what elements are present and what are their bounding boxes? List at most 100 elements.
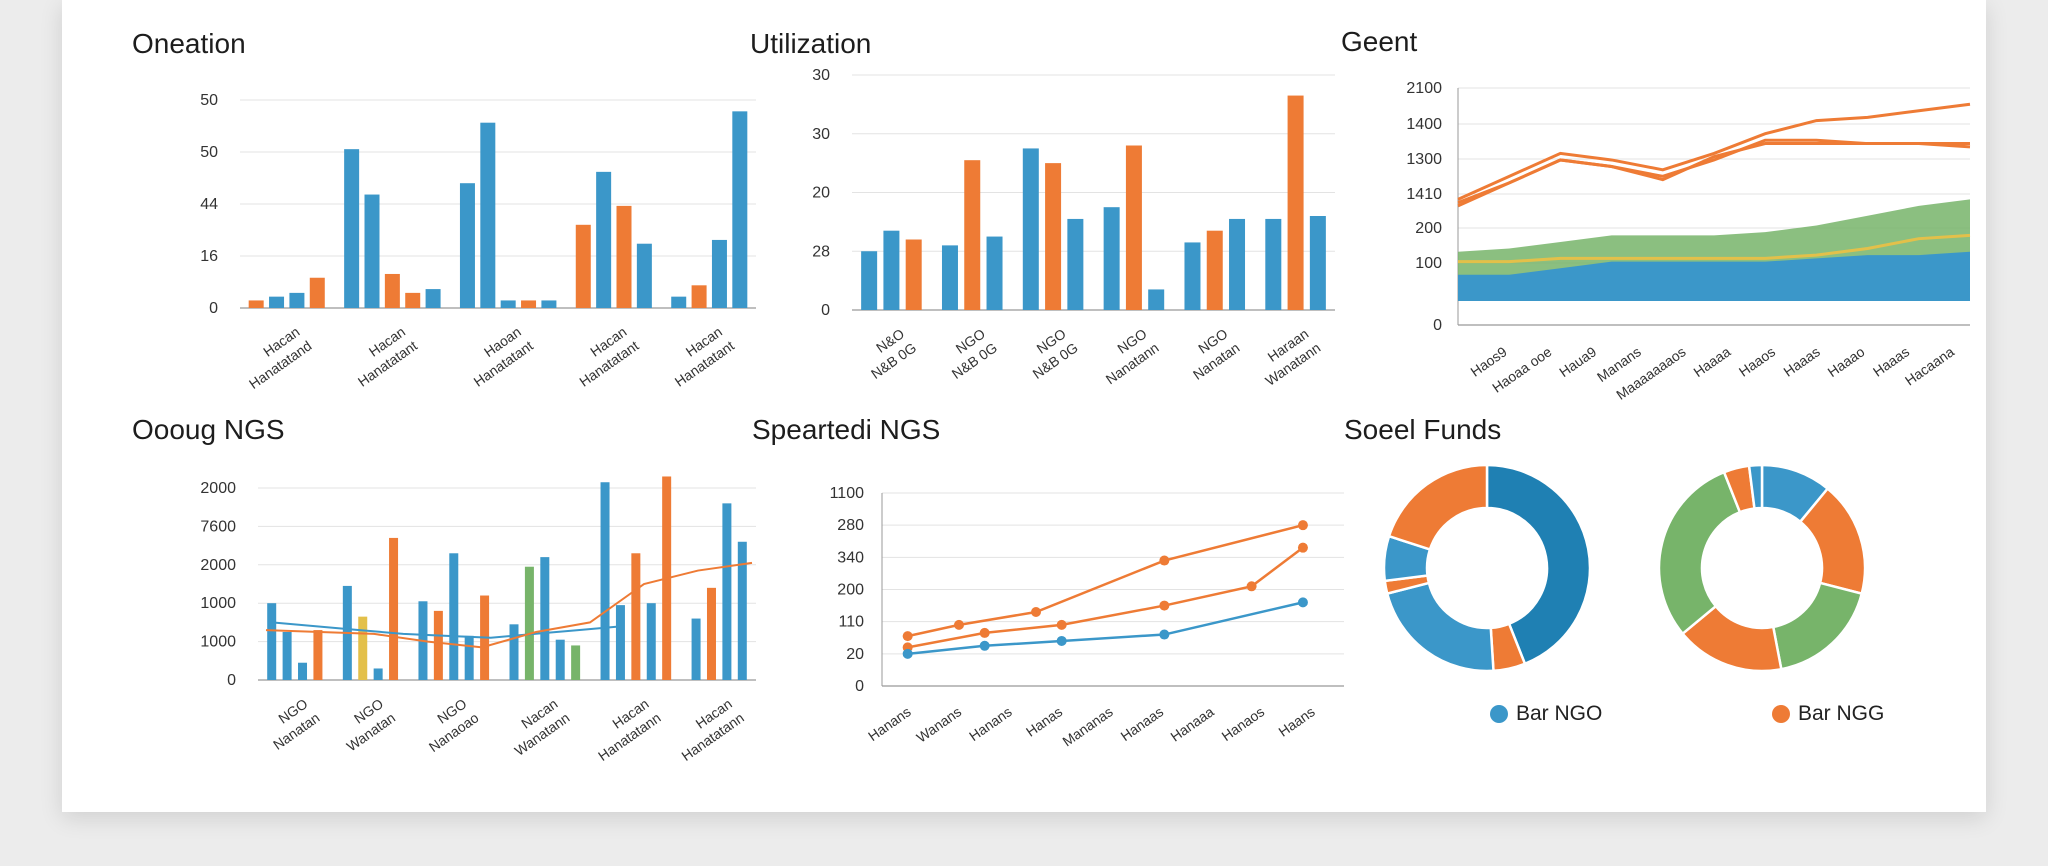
y-tick-label: 20 (846, 646, 864, 663)
bar (540, 557, 550, 680)
line-series (265, 561, 753, 649)
y-tick-label: 200 (1415, 220, 1442, 237)
bar (1148, 289, 1165, 310)
bar (615, 605, 625, 680)
data-point (1246, 581, 1257, 592)
bar (941, 245, 958, 310)
bar (861, 251, 878, 310)
bar (298, 662, 308, 680)
bar (671, 296, 687, 308)
line-series (1458, 233, 1971, 264)
bar (313, 630, 323, 680)
bar (986, 236, 1003, 310)
bar (282, 632, 292, 680)
bar (309, 277, 325, 308)
chart-title: Geent (1341, 26, 1418, 57)
y-tick-label: 2000 (200, 480, 236, 497)
y-tick-label: 1300 (1406, 151, 1442, 168)
x-tick-label: Hanas (1023, 703, 1065, 739)
bar (571, 645, 581, 680)
y-tick-label: 2100 (1406, 80, 1442, 97)
area-series (1458, 251, 1970, 301)
x-tick-label: Haans (1275, 703, 1317, 739)
line-series (907, 601, 1304, 656)
x-tick-label: Haaos (1736, 343, 1778, 379)
donut-slice (1385, 581, 1495, 673)
data-point (1297, 542, 1308, 553)
bar (248, 300, 264, 308)
y-tick-label: 28 (812, 243, 830, 260)
bar (596, 171, 612, 308)
data-point (1159, 555, 1170, 566)
x-tick-label: Haaas (1780, 343, 1822, 379)
donut-slice (1485, 463, 1592, 666)
x-tick-label: Hanaaa (1167, 703, 1217, 744)
x-tick-label: Haua9 (1556, 343, 1599, 380)
data-point (1297, 520, 1308, 531)
bar (405, 292, 421, 308)
y-tick-label: 340 (837, 549, 864, 566)
line-series (1457, 102, 1971, 201)
bar (425, 289, 441, 308)
chart-title: Utilization (750, 28, 872, 59)
chart-panel-speartedi-ngs: Speartedi NGS 0 20 110 200 340 280 1100 Hanans W… (752, 414, 1352, 794)
bar (964, 160, 981, 310)
bar (691, 618, 701, 680)
y-tick-label: 16 (200, 248, 218, 265)
y-tick-label: 1100 (830, 485, 865, 502)
y-tick-label: 44 (200, 196, 218, 213)
bar (373, 668, 383, 680)
bar (1287, 95, 1304, 310)
chart-title: Oooug NGS (132, 414, 285, 445)
bar (905, 239, 922, 310)
bar (722, 503, 732, 680)
donut-charts-soeel-funds (1382, 463, 1867, 673)
chart-title: Soeel Funds (1344, 414, 1502, 445)
donut-slice (1747, 463, 1764, 510)
chart-title: Speartedi NGS (752, 414, 941, 445)
donut-slice (1387, 463, 1489, 552)
line-series (1457, 138, 1971, 205)
chart-panel-oooug-ngs: Oooug NGS 0 1000 1000 2000 7600 2000 NGO Nanata… (132, 414, 756, 794)
chart-panel-geent: Geent 0 100 200 1410 1300 1400 2100 Haos9 Haoaa … (1341, 26, 1971, 406)
bar (636, 243, 652, 308)
y-tick-label: 110 (838, 614, 864, 631)
bar (1045, 163, 1062, 310)
data-point (1159, 600, 1170, 611)
bar (267, 603, 277, 680)
bar (433, 610, 443, 680)
x-tick-label: Wanans (913, 703, 964, 745)
chart-panel-oneation: Oneation 0 16 44 50 50 Hacan Hanatatand Hacan Ha… (132, 28, 756, 408)
y-tick-label: 7600 (200, 518, 236, 535)
line-series (907, 523, 1304, 638)
bar (521, 300, 537, 308)
y-tick-label: 50 (200, 144, 218, 161)
y-tick-label: 1400 (1406, 116, 1442, 133)
x-tick-label: Hacaana (1902, 343, 1957, 388)
y-tick-label: 1000 (200, 595, 236, 612)
bar (1184, 242, 1201, 310)
bar (1265, 218, 1282, 310)
bar (1309, 216, 1326, 310)
bar (509, 624, 519, 680)
data-point (1031, 607, 1041, 618)
bar (646, 603, 656, 680)
y-tick-label: 0 (821, 302, 830, 319)
data-point (979, 640, 990, 651)
bar (389, 537, 399, 680)
y-tick-label: 50 (200, 92, 218, 109)
bar (1206, 230, 1223, 310)
bar (575, 224, 591, 308)
y-tick-label: 20 (812, 185, 830, 202)
donut-slice (1657, 470, 1742, 636)
bar (737, 541, 747, 680)
bar (480, 122, 496, 308)
bar (459, 183, 475, 308)
x-tick-label: Hanaos (1219, 703, 1268, 744)
bar (269, 296, 285, 308)
x-tick-label: Hanaas (1118, 703, 1167, 744)
chart-panel-utilization: Utilization 0 28 20 30 30 N&O N&B 0G NGO N&B 0G N… (750, 28, 1350, 408)
